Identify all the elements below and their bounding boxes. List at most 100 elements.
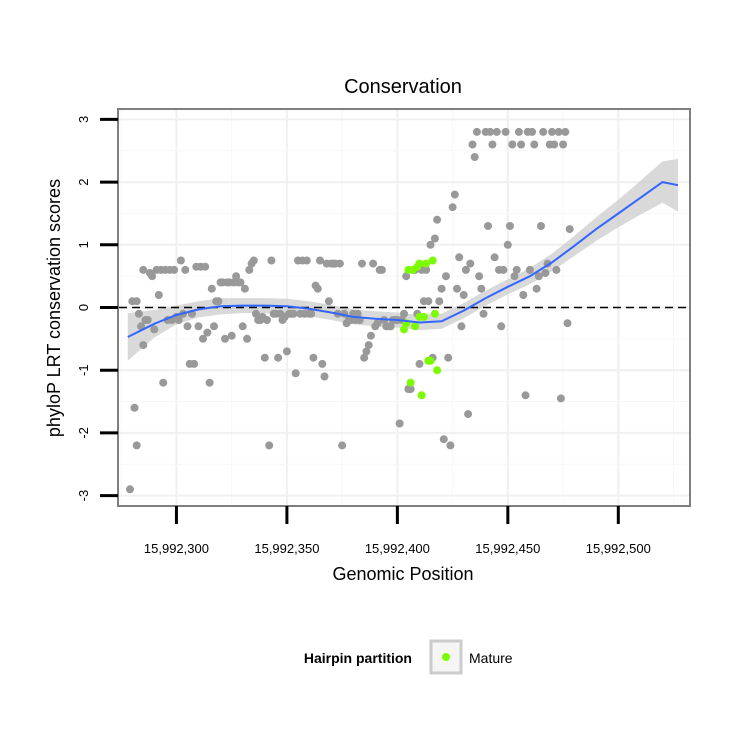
data-point-mature bbox=[428, 256, 437, 265]
data-point-other bbox=[448, 203, 457, 212]
data-point-other bbox=[199, 334, 207, 343]
x-tick-label: 15,992,450 bbox=[475, 541, 540, 556]
confidence-band bbox=[127, 158, 679, 361]
data-point-other bbox=[490, 253, 499, 262]
data-point-other bbox=[484, 222, 492, 230]
data-point-other bbox=[477, 284, 486, 293]
data-point-other bbox=[488, 140, 497, 149]
y-tick-label: -1 bbox=[76, 364, 91, 376]
data-point-other bbox=[508, 140, 517, 149]
data-point-other bbox=[521, 391, 530, 400]
legend: Hairpin partition Mature bbox=[304, 639, 513, 675]
data-point-other bbox=[422, 265, 431, 274]
data-point-other bbox=[232, 272, 241, 281]
data-point-other bbox=[497, 322, 506, 331]
data-point-other bbox=[537, 222, 545, 230]
smooth-trend-line bbox=[127, 181, 679, 338]
data-point-other bbox=[552, 265, 561, 274]
data-point-mature bbox=[411, 322, 419, 331]
legend-key-mature bbox=[442, 653, 450, 661]
data-point-other bbox=[205, 378, 214, 387]
data-point-other bbox=[561, 127, 570, 136]
data-point-other bbox=[475, 272, 484, 281]
x-tick-label: 15,992,400 bbox=[365, 541, 430, 556]
data-point-mature bbox=[433, 366, 442, 375]
data-point-other bbox=[503, 240, 512, 249]
data-point-other bbox=[148, 272, 157, 281]
data-point-other bbox=[386, 322, 395, 331]
data-point-other bbox=[453, 284, 461, 293]
data-point-other bbox=[519, 291, 528, 299]
data-point-other bbox=[338, 441, 347, 450]
data-point-other bbox=[550, 140, 559, 149]
data-point-other bbox=[194, 322, 203, 331]
data-point-other bbox=[472, 127, 481, 136]
data-point-other bbox=[291, 369, 300, 378]
data-point-other bbox=[492, 127, 501, 136]
data-point-other bbox=[360, 353, 369, 362]
data-point-other bbox=[510, 272, 519, 281]
data-point-other bbox=[486, 127, 495, 136]
data-point-other bbox=[282, 347, 291, 356]
data-point-mature bbox=[406, 378, 415, 387]
data-point-other bbox=[176, 256, 185, 265]
x-tick-label: 15,992,300 bbox=[144, 541, 209, 556]
data-point-other bbox=[130, 403, 139, 412]
data-point-other bbox=[525, 265, 534, 274]
data-point-other bbox=[132, 441, 141, 450]
data-point-other bbox=[320, 372, 329, 381]
y-axis: -3 -2 -1 0 1 2 3 bbox=[76, 116, 118, 501]
data-point-other bbox=[501, 127, 510, 136]
data-point-other bbox=[181, 265, 190, 274]
data-point-other bbox=[554, 127, 563, 136]
data-point-other bbox=[139, 265, 148, 274]
data-point-other bbox=[442, 272, 450, 281]
data-point-other bbox=[203, 328, 212, 337]
data-point-other bbox=[238, 322, 247, 331]
data-point-other bbox=[245, 265, 254, 274]
data-point-other bbox=[415, 359, 424, 368]
data-point-other bbox=[530, 140, 539, 149]
data-point-other bbox=[464, 410, 473, 419]
data-point-mature bbox=[426, 356, 435, 365]
data-point-other bbox=[289, 309, 298, 318]
data-point-other bbox=[532, 284, 541, 293]
data-point-other bbox=[249, 256, 258, 265]
data-point-other bbox=[512, 265, 521, 274]
data-point-other bbox=[499, 265, 508, 274]
data-point-other bbox=[470, 153, 479, 161]
data-point-other bbox=[309, 353, 318, 362]
data-point-other bbox=[450, 190, 459, 199]
data-point-other bbox=[366, 331, 375, 340]
data-point-other bbox=[318, 359, 327, 368]
data-point-other bbox=[174, 316, 183, 324]
data-point-other bbox=[541, 269, 550, 277]
data-point-other bbox=[559, 140, 568, 149]
data-point-other bbox=[439, 435, 448, 444]
data-point-other bbox=[461, 265, 470, 274]
data-point-other bbox=[221, 334, 229, 343]
y-tick-label: 3 bbox=[76, 116, 91, 123]
data-point-other bbox=[548, 127, 556, 136]
y-tick-label: 0 bbox=[76, 304, 91, 311]
data-point-other bbox=[316, 256, 324, 265]
data-point-other bbox=[154, 291, 163, 299]
data-point-other bbox=[139, 341, 148, 350]
data-point-other bbox=[362, 347, 371, 356]
data-point-other bbox=[207, 284, 216, 293]
data-point-other bbox=[455, 253, 464, 262]
data-point-other bbox=[466, 259, 475, 268]
data-point-other bbox=[358, 259, 366, 268]
data-point-other bbox=[364, 341, 373, 350]
data-point-other bbox=[395, 419, 404, 428]
data-point-other bbox=[459, 291, 468, 299]
data-point-other bbox=[430, 234, 439, 243]
x-tick-label: 15,992,500 bbox=[586, 541, 651, 556]
data-point-other bbox=[373, 319, 382, 328]
data-point-mature bbox=[430, 309, 439, 318]
data-point-other bbox=[132, 297, 141, 306]
data-point-mature bbox=[419, 312, 428, 321]
data-point-other bbox=[444, 353, 453, 362]
data-point-other bbox=[377, 265, 386, 274]
